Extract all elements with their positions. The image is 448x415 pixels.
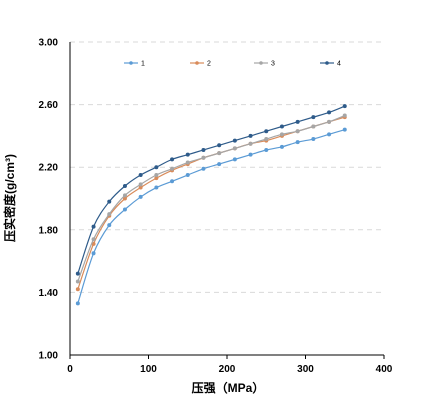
data-point-3 bbox=[217, 151, 222, 156]
data-point-1 bbox=[91, 251, 96, 256]
data-point-1 bbox=[342, 127, 347, 132]
legend-item-1: 1 bbox=[124, 61, 145, 68]
data-point-4 bbox=[264, 129, 269, 134]
data-point-2 bbox=[122, 196, 127, 201]
data-point-3 bbox=[311, 124, 316, 129]
data-point-2 bbox=[138, 185, 143, 190]
data-point-4 bbox=[107, 199, 112, 204]
y-axis-title: 压实密度(g/cm³) bbox=[2, 154, 17, 242]
y-tick-label: 2.60 bbox=[39, 100, 59, 111]
data-point-4 bbox=[91, 224, 96, 229]
x-tick-label: 0 bbox=[67, 364, 73, 375]
legend-marker-3 bbox=[259, 61, 263, 65]
y-tick-label: 1.40 bbox=[39, 288, 59, 299]
data-point-3 bbox=[185, 160, 190, 165]
data-point-4 bbox=[122, 183, 127, 188]
data-point-1 bbox=[248, 152, 253, 157]
x-axis-title: 压强（MPa） bbox=[192, 380, 265, 395]
data-point-1 bbox=[122, 207, 127, 212]
data-point-3 bbox=[264, 137, 269, 142]
y-tick-label: 2.20 bbox=[39, 163, 59, 174]
data-point-1 bbox=[232, 157, 237, 162]
x-tick-label: 100 bbox=[140, 364, 157, 375]
data-point-3 bbox=[201, 155, 206, 160]
data-point-4 bbox=[327, 110, 332, 115]
data-point-1 bbox=[295, 140, 300, 145]
legend-label-3: 3 bbox=[271, 61, 275, 68]
legend-marker-1 bbox=[129, 61, 133, 65]
y-tick-label: 1.80 bbox=[39, 225, 59, 236]
data-point-3 bbox=[154, 173, 159, 178]
data-point-1 bbox=[279, 144, 284, 149]
legend-marker-4 bbox=[325, 61, 329, 65]
data-point-4 bbox=[248, 133, 253, 138]
data-point-2 bbox=[154, 176, 159, 181]
data-point-2 bbox=[75, 287, 80, 292]
data-point-4 bbox=[170, 157, 175, 162]
legend-item-4: 4 bbox=[320, 61, 341, 68]
data-point-1 bbox=[201, 166, 206, 171]
data-point-3 bbox=[342, 113, 347, 118]
data-point-1 bbox=[327, 132, 332, 137]
data-point-3 bbox=[122, 193, 127, 198]
data-point-4 bbox=[279, 124, 284, 129]
data-point-3 bbox=[107, 212, 112, 217]
legend-label-2: 2 bbox=[207, 61, 211, 68]
x-tick-label: 300 bbox=[297, 364, 314, 375]
data-point-3 bbox=[138, 182, 143, 187]
data-point-3 bbox=[248, 141, 253, 146]
data-point-4 bbox=[185, 152, 190, 157]
legend-label-1: 1 bbox=[141, 61, 145, 68]
legend-label-4: 4 bbox=[337, 61, 341, 68]
data-point-3 bbox=[327, 119, 332, 124]
legend-item-2: 2 bbox=[190, 61, 211, 68]
data-point-1 bbox=[311, 137, 316, 142]
data-point-1 bbox=[185, 173, 190, 178]
data-point-3 bbox=[279, 132, 284, 137]
data-point-1 bbox=[138, 194, 143, 199]
axes: 1.00 1.40 1.80 2.20 2.60 3.00 0 100 200 300 400 bbox=[39, 38, 393, 376]
data-point-4 bbox=[201, 147, 206, 152]
series-3 bbox=[75, 113, 347, 284]
data-point-3 bbox=[91, 237, 96, 242]
gridlines bbox=[70, 41, 384, 293]
data-point-4 bbox=[232, 138, 237, 143]
legend-item-3: 3 bbox=[254, 61, 275, 68]
data-point-4 bbox=[154, 165, 159, 170]
x-tick-label: 400 bbox=[376, 364, 393, 375]
x-tick-label: 200 bbox=[219, 364, 236, 375]
data-point-4 bbox=[138, 173, 143, 178]
y-tick-label: 1.00 bbox=[39, 351, 59, 362]
data-point-3 bbox=[75, 279, 80, 284]
legend: 1 2 3 4 bbox=[124, 61, 341, 68]
data-point-3 bbox=[295, 129, 300, 134]
legend-marker-2 bbox=[195, 61, 199, 65]
y-tick-label: 3.00 bbox=[39, 38, 59, 49]
series-group bbox=[75, 104, 347, 306]
data-point-3 bbox=[170, 166, 175, 171]
data-point-4 bbox=[295, 119, 300, 124]
data-point-1 bbox=[75, 301, 80, 306]
data-point-1 bbox=[154, 185, 159, 190]
series-1 bbox=[75, 127, 347, 306]
data-point-1 bbox=[107, 223, 112, 228]
data-point-1 bbox=[264, 147, 269, 152]
data-point-1 bbox=[170, 179, 175, 184]
data-point-4 bbox=[217, 143, 222, 148]
data-point-4 bbox=[311, 115, 316, 120]
data-point-4 bbox=[342, 104, 347, 109]
data-point-3 bbox=[232, 146, 237, 151]
data-point-1 bbox=[217, 162, 222, 167]
series-4 bbox=[75, 104, 347, 276]
data-point-4 bbox=[75, 271, 80, 276]
